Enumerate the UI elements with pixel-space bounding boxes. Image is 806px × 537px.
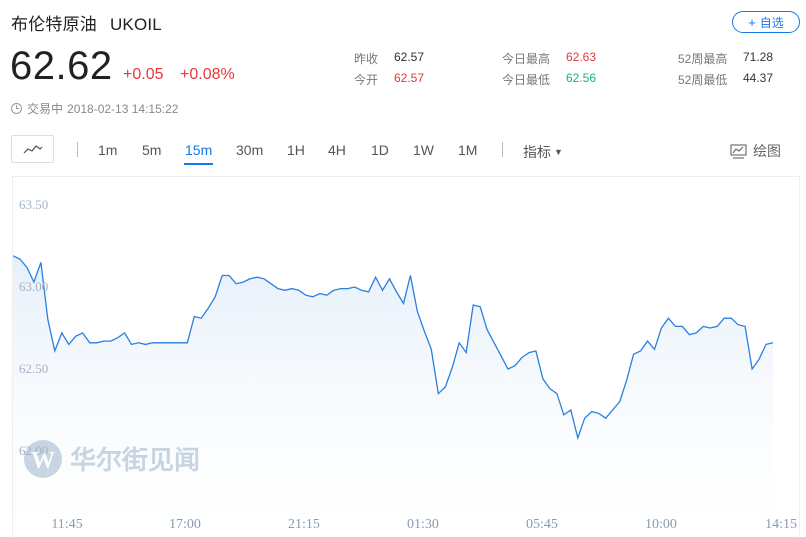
draw-label: 绘图 [753, 143, 781, 159]
day-high-label: 今日最高 [502, 52, 551, 66]
day-high-value: 62.63 [566, 50, 597, 64]
price-change: +0.05 [123, 66, 164, 83]
period-1d[interactable]: 1D [371, 142, 389, 158]
x-tick-label: 10:00 [645, 517, 677, 532]
instrument-title: 布伦特原油 UKOIL [11, 10, 162, 35]
period-5m[interactable]: 5m [142, 142, 162, 158]
x-tick-label: 11:45 [51, 517, 82, 532]
day-low-value: 62.56 [566, 71, 597, 85]
week52-high-label: 52周最高 [678, 52, 728, 66]
clock-icon [11, 103, 22, 114]
week52-low-value: 44.37 [743, 71, 774, 85]
indicator-dropdown[interactable]: 指标 ▼ [523, 142, 563, 162]
chart-type-button[interactable] [11, 135, 54, 163]
open-label: 今开 [354, 73, 379, 87]
instrument-name: 布伦特原油 [11, 15, 97, 34]
price-area [13, 255, 773, 537]
draw-chart-icon [730, 143, 747, 159]
period-4h[interactable]: 4H [328, 142, 346, 158]
toolbar-divider [77, 142, 78, 157]
draw-button[interactable]: 绘图 [730, 141, 781, 161]
week52-high-value: 71.28 [743, 50, 774, 64]
x-axis: 11:45 17:00 21:15 01:30 05:45 10:00 14:15 [51, 517, 797, 532]
instrument-symbol: UKOIL [109, 15, 162, 34]
period-1h[interactable]: 1H [287, 142, 305, 158]
caret-down-icon: ▼ [554, 147, 563, 157]
line-chart-icon [23, 145, 42, 154]
watermark-text: 华尔街见闻 [70, 445, 200, 475]
watermark: W 华尔街见闻 [24, 440, 200, 478]
x-tick-label: 01:30 [407, 517, 439, 532]
price-change-percent: +0.08% [180, 66, 235, 83]
x-tick-label: 05:45 [526, 517, 558, 532]
period-1m[interactable]: 1m [98, 142, 118, 158]
week52-low-label: 52周最低 [678, 73, 728, 87]
trading-status: 交易中 2018-02-13 14:15:22 [11, 100, 178, 117]
prev-close-label: 昨收 [354, 52, 379, 66]
indicator-label: 指标 [523, 144, 551, 160]
trading-state: 交易中 [27, 102, 64, 116]
period-30m[interactable]: 30m [236, 142, 264, 158]
y-tick-label: 63.00 [19, 279, 48, 294]
watermark-logo-letter: W [31, 448, 55, 474]
prev-close-value: 62.57 [394, 50, 425, 64]
period-1w[interactable]: 1W [413, 142, 434, 158]
toolbar-divider [502, 142, 503, 157]
y-tick-label: 63.50 [19, 197, 48, 212]
day-low-label: 今日最低 [502, 73, 551, 87]
open-value: 62.57 [394, 71, 425, 85]
x-tick-label: 14:15 [765, 517, 797, 532]
watermark-logo-icon [24, 440, 62, 478]
period-15m[interactable]: 15m [183, 142, 214, 165]
price-line [13, 255, 774, 441]
chart-toolbar: 1m 5m 15m 30m 1H 4H 1D 1W 1M 指标 ▼ 绘图 [0, 135, 806, 167]
plus-icon: + [748, 14, 756, 30]
current-price: 62.62 [10, 44, 113, 88]
quote-timestamp: 2018-02-13 14:15:22 [67, 101, 179, 116]
period-1mo[interactable]: 1M [458, 142, 478, 158]
x-tick-label: 21:15 [288, 517, 320, 532]
add-to-watchlist-label: 自选 [759, 15, 784, 30]
x-tick-label: 17:00 [169, 517, 201, 532]
add-to-watchlist-button[interactable]: + 自选 [732, 11, 800, 33]
y-tick-label: 62.50 [19, 361, 48, 376]
